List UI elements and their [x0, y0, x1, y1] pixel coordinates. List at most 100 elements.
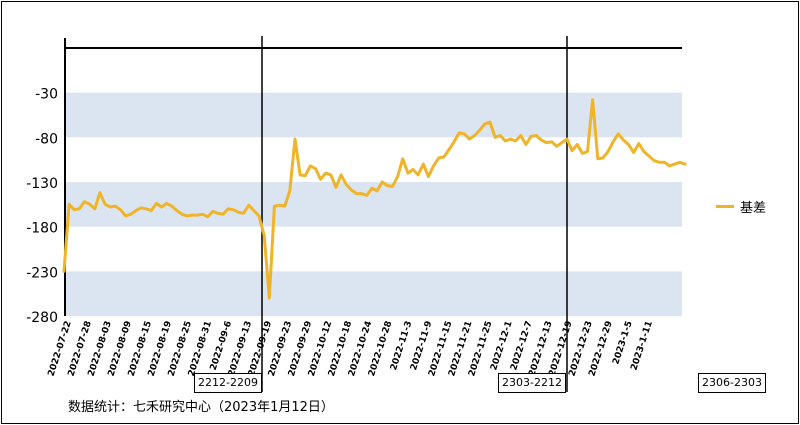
data-point [673, 162, 676, 166]
reference-lines [64, 36, 682, 392]
data-point [678, 161, 682, 164]
data-point [350, 188, 353, 192]
data-point [139, 206, 143, 210]
data-point [463, 132, 466, 135]
data-point [314, 167, 317, 170]
data-point [83, 200, 86, 203]
data-point [324, 171, 327, 175]
data-point [458, 131, 461, 135]
data-point [257, 214, 261, 218]
data-point [206, 215, 209, 218]
data-point [442, 155, 445, 159]
data-point [504, 139, 507, 143]
data-point [134, 209, 138, 212]
data-point [658, 161, 661, 164]
data-point [529, 135, 533, 138]
data-point [360, 192, 363, 195]
data-point [201, 213, 204, 216]
data-point [114, 204, 117, 208]
data-point [165, 202, 168, 205]
data-point [632, 151, 635, 154]
data-point [683, 162, 687, 166]
switch-label-2306-2303: 2306-2303 [698, 373, 766, 393]
data-point [252, 209, 256, 212]
data-point [62, 270, 66, 273]
data-point [247, 204, 250, 207]
source-note: 数据统计：七禾研究中心（2023年1月12日） [68, 400, 334, 415]
data-point [437, 156, 440, 160]
data-point [144, 207, 148, 210]
data-point [509, 137, 512, 141]
data-point [576, 143, 579, 146]
data-point [668, 164, 671, 168]
data-point [263, 234, 266, 237]
data-point [427, 175, 430, 178]
data-point [570, 149, 574, 152]
data-point [468, 137, 471, 141]
data-point [339, 173, 343, 177]
data-point [67, 203, 71, 206]
data-point [365, 194, 368, 197]
data-point [401, 157, 404, 160]
data-point [170, 204, 173, 208]
data-point [370, 187, 374, 190]
data-point [88, 203, 91, 206]
data-point [535, 134, 538, 137]
legend-label: 基差 [740, 201, 767, 216]
switch-label-2303-2212: 2303-2212 [498, 373, 566, 393]
data-point [514, 139, 517, 143]
data-point [191, 213, 194, 217]
data-point [237, 211, 240, 214]
data-point [329, 173, 333, 177]
data-point [581, 152, 584, 155]
data-point [375, 189, 379, 193]
data-point [175, 209, 179, 212]
data-point [109, 205, 112, 209]
data-point [268, 296, 271, 300]
data-point [334, 186, 338, 189]
data-point [586, 150, 589, 153]
data-point [647, 154, 651, 158]
data-point [93, 207, 97, 210]
data-point [221, 213, 225, 216]
y-tick-label: -280 [26, 310, 58, 326]
data-point [432, 164, 435, 168]
data-point [283, 204, 286, 208]
data-point [232, 208, 235, 211]
data-point [637, 142, 640, 145]
data-point [227, 207, 230, 210]
data-point [550, 140, 553, 143]
data-point [622, 138, 625, 142]
x-tick-label: 2023-1-5 [611, 320, 634, 366]
data-point [98, 191, 102, 194]
y-tick-label: -80 [35, 131, 58, 147]
data-point [406, 171, 410, 175]
data-point [483, 122, 486, 126]
data-point [452, 140, 456, 143]
data-point [345, 183, 348, 186]
data-point [488, 120, 492, 124]
data-point [242, 212, 245, 215]
data-point [278, 204, 281, 207]
data-point [555, 145, 558, 148]
data-point [473, 134, 476, 137]
data-point [422, 162, 425, 166]
data-point [560, 141, 563, 144]
data-point [499, 134, 502, 137]
data-point [160, 205, 163, 209]
data-point [309, 164, 312, 168]
data-point [298, 173, 302, 177]
y-tick-label: -130 [26, 176, 58, 192]
y-tick-label: -30 [35, 87, 58, 103]
data-point [478, 129, 481, 132]
data-point [73, 208, 76, 211]
data-point [601, 156, 605, 160]
data-point [186, 214, 189, 218]
y-tick-label: -230 [26, 265, 58, 281]
data-point [124, 214, 127, 218]
data-point [653, 159, 656, 162]
y-axis-ticks: -30 -80 -130 -180 -230 -280 [26, 87, 58, 326]
data-point [642, 150, 646, 153]
data-point [411, 168, 415, 171]
